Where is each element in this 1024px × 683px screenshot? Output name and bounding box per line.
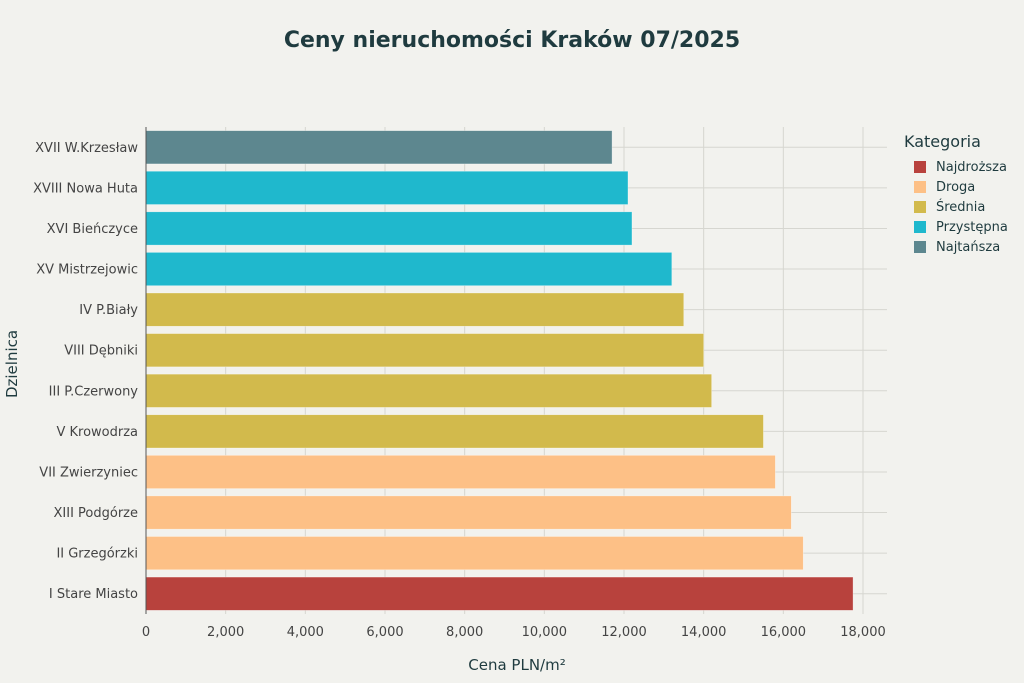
bar (145, 292, 685, 327)
x-tick-label: 12,000 (601, 625, 647, 640)
y-axis-title: Dzielnica (3, 330, 21, 398)
legend-label: Najdroższa (936, 159, 1007, 175)
y-tick-label: VII Zwierzyniec (39, 465, 138, 480)
x-tick-label: 14,000 (681, 625, 727, 640)
y-tick-label: XVII W.Krzesław (35, 141, 138, 156)
legend-label: Średnia (936, 199, 986, 215)
x-tick-label: 18,000 (840, 625, 886, 640)
bars (145, 130, 854, 611)
legend: Kategoria Najdroższa Droga Średnia Przystęp… (904, 132, 1008, 257)
x-tick-label: 2,000 (207, 625, 244, 640)
chart-title: Ceny nieruchomości Kraków 07/2025 (283, 28, 741, 53)
bar (145, 252, 673, 286)
legend-title: Kategoria (904, 132, 981, 151)
legend-swatch (914, 161, 926, 173)
y-tick-label: VIII Dębniki (64, 344, 138, 359)
y-tick-label: IV P.Biały (79, 303, 138, 318)
legend-item[interactable]: Droga (904, 177, 1008, 197)
legend-swatch (914, 241, 926, 253)
y-tick-label: II Grzegórzki (56, 547, 138, 562)
legend-items: Najdroższa Droga Średnia Przystępna Najtańsz… (904, 157, 1008, 257)
legend-item[interactable]: Najdroższa (904, 157, 1008, 177)
y-tick-label: XV Mistrzejowic (36, 263, 138, 278)
x-tick-label: 10,000 (522, 625, 568, 640)
y-tick-label: XIII Podgórze (54, 506, 139, 521)
axes: 0 2,000 4,000 6,000 8,000 10,000 12,000 14,000 1… (33, 127, 886, 640)
legend-label: Przystępna (936, 219, 1008, 235)
x-axis-title: Cena PLN/m² (468, 656, 565, 674)
bar (145, 414, 764, 449)
bar (145, 576, 854, 611)
x-tick-label: 8,000 (446, 625, 483, 640)
bar (145, 211, 633, 246)
bar (145, 373, 712, 408)
x-tick-label: 16,000 (761, 625, 807, 640)
x-tick-label: 4,000 (287, 625, 324, 640)
legend-item[interactable]: Przystępna (904, 217, 1008, 237)
y-tick-label: III P.Czerwony (49, 384, 139, 399)
bar (145, 333, 704, 368)
bar (145, 495, 792, 530)
y-tick-label: XVIII Nowa Huta (33, 181, 138, 196)
bar (145, 455, 776, 489)
x-tick-label: 0 (142, 625, 150, 640)
bar (145, 170, 629, 205)
bar (145, 130, 613, 165)
bar (145, 536, 804, 571)
y-tick-label: XVI Bieńczyce (47, 222, 138, 237)
y-tick-label: V Krowodrza (56, 425, 138, 440)
x-tick-label: 6,000 (366, 625, 403, 640)
legend-label: Najtańsza (936, 239, 1001, 255)
legend-item[interactable]: Średnia (904, 197, 1008, 217)
legend-swatch (914, 201, 926, 213)
legend-swatch (914, 181, 926, 193)
legend-item[interactable]: Najtańsza (904, 237, 1008, 257)
legend-label: Droga (936, 179, 976, 195)
legend-swatch (914, 221, 926, 233)
y-tick-label: I Stare Miasto (49, 587, 138, 602)
